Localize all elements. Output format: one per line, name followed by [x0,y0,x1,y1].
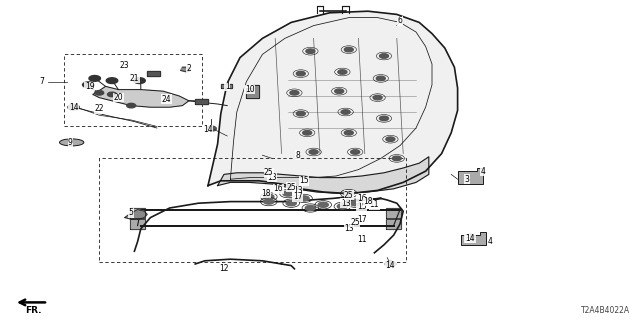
Circle shape [108,92,116,97]
Polygon shape [246,85,259,98]
Circle shape [83,82,94,88]
Circle shape [351,150,360,154]
Text: 4: 4 [487,237,492,246]
Circle shape [380,54,388,58]
Text: 20: 20 [113,93,124,102]
Text: 3: 3 [465,234,470,243]
Text: 19: 19 [84,82,95,91]
Circle shape [344,191,354,196]
Text: 11: 11 [357,236,366,244]
Circle shape [299,196,309,201]
Circle shape [286,201,296,206]
Circle shape [206,126,216,131]
Text: 7: 7 [39,77,44,86]
Text: 22: 22 [95,104,104,113]
Circle shape [392,156,401,161]
Text: 24: 24 [161,95,172,104]
Circle shape [318,202,328,207]
Circle shape [341,110,350,114]
Text: 16: 16 [356,194,367,203]
Bar [221,84,232,88]
Text: 5: 5 [129,208,134,217]
Text: 6: 6 [397,16,403,25]
Circle shape [296,71,305,76]
Bar [130,219,145,229]
Text: 13: 13 [344,224,354,233]
Circle shape [373,95,382,100]
Circle shape [337,204,348,209]
Circle shape [309,150,318,154]
Circle shape [264,199,274,204]
Circle shape [134,78,145,84]
Circle shape [290,91,299,95]
Text: 15: 15 [356,202,367,211]
Text: 25: 25 [264,168,274,177]
Circle shape [264,194,274,199]
Polygon shape [461,232,486,245]
Text: 11: 11 [370,200,379,209]
Text: 13: 13 [292,186,303,195]
Text: 25: 25 [344,191,354,200]
Text: 2: 2 [186,64,191,73]
Text: 18: 18 [364,197,372,206]
Polygon shape [208,11,458,194]
Bar [386,219,401,229]
Circle shape [89,76,100,81]
Circle shape [344,47,353,52]
Text: 23: 23 [120,61,130,70]
Bar [195,99,208,104]
Circle shape [466,235,475,239]
Bar [386,208,401,218]
Text: 8: 8 [295,151,300,160]
Polygon shape [125,210,147,219]
Text: 18: 18 [261,189,270,198]
Text: 16: 16 [273,184,284,193]
Circle shape [305,205,316,211]
Text: 14: 14 [203,125,213,134]
Text: 14: 14 [465,234,476,243]
Polygon shape [93,86,189,107]
Bar [130,208,145,218]
Polygon shape [218,157,429,194]
Circle shape [344,131,353,135]
Circle shape [306,49,315,53]
Text: 13: 13 [340,199,351,208]
Ellipse shape [60,139,84,146]
Circle shape [68,104,79,110]
Circle shape [296,111,305,116]
Circle shape [283,191,293,196]
Text: FR.: FR. [25,306,42,315]
Text: 9: 9 [68,138,73,147]
Circle shape [376,76,385,81]
Polygon shape [458,168,483,184]
Text: 13: 13 [267,173,277,182]
Text: 12: 12 [220,264,228,273]
Text: 1: 1 [225,82,230,91]
Text: 4: 4 [481,167,486,176]
Circle shape [95,91,104,95]
Circle shape [127,103,136,108]
Text: 25: 25 [286,183,296,192]
Text: T2A4B4022A: T2A4B4022A [581,306,630,315]
Circle shape [106,78,118,84]
Circle shape [303,131,312,135]
Polygon shape [180,67,191,72]
Text: 17: 17 [356,215,367,224]
Text: 14: 14 [385,261,396,270]
Circle shape [380,116,388,121]
Circle shape [350,201,360,206]
Text: 3: 3 [465,175,470,184]
Text: 25: 25 [350,218,360,227]
Circle shape [385,261,396,267]
Text: 17: 17 [292,192,303,201]
Text: 14: 14 [68,103,79,112]
Text: 10: 10 [244,85,255,94]
Text: 21: 21 [130,74,139,83]
Circle shape [338,70,347,74]
Text: 15: 15 [299,176,309,185]
Circle shape [335,89,344,93]
Circle shape [386,137,395,141]
Bar [147,71,160,76]
